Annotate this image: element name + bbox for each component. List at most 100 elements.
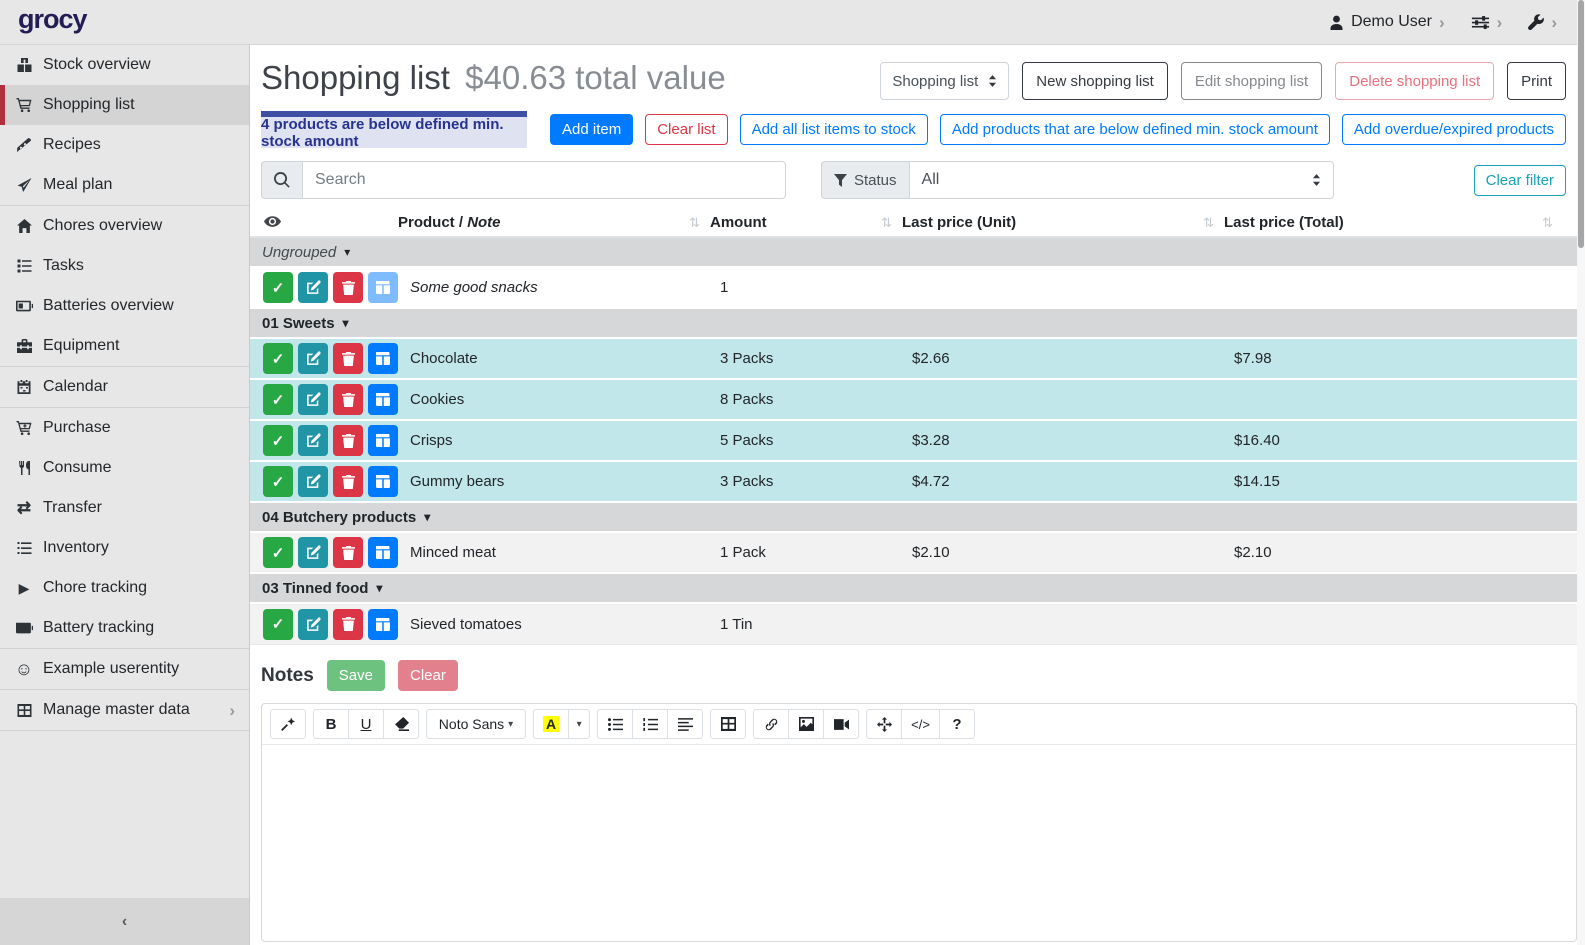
sidebar-item-purchase[interactable]: Purchase (0, 408, 249, 448)
sidebar-item-chores-overview[interactable]: Chores overview (0, 206, 249, 246)
group-header-butchery[interactable]: 04 Butchery products ▾ (250, 503, 1585, 533)
add-overdue-button[interactable]: Add overdue/expired products (1342, 114, 1566, 145)
sidebar-item-manage-master-data[interactable]: Manage master data › (0, 690, 249, 730)
add-to-stock-button[interactable] (368, 425, 398, 456)
group-header-sweets[interactable]: 01 Sweets ▾ (250, 309, 1585, 339)
shopping-list-select[interactable]: Shopping list (880, 62, 1009, 100)
ordered-list-button[interactable] (632, 709, 668, 739)
page-scrollbar[interactable] (1577, 0, 1585, 945)
sidebar-item-meal-plan[interactable]: Meal plan (0, 165, 249, 205)
group-header-tinned-food[interactable]: 03 Tinned food ▾ (250, 574, 1585, 604)
below-min-stock-banner: 4 products are below defined min. stock … (261, 111, 527, 148)
column-header-total-price[interactable]: Last price (Total) ⇅ (1224, 214, 1585, 231)
code-view-button[interactable]: </> (901, 709, 940, 739)
app-logo[interactable]: grocy (18, 4, 87, 41)
clear-notes-button[interactable]: Clear (398, 660, 458, 691)
table-insert-button[interactable] (710, 709, 746, 739)
sort-icon[interactable]: ⇅ (1542, 215, 1553, 231)
sidebar-item-inventory[interactable]: Inventory (0, 528, 249, 568)
add-below-min-stock-button[interactable]: Add products that are below defined min.… (940, 114, 1330, 145)
column-header-amount[interactable]: Amount ⇅ (710, 214, 902, 231)
sidebar-collapse-button[interactable]: ‹ (0, 898, 249, 945)
underline-button[interactable]: U (348, 709, 384, 739)
edit-item-button[interactable] (298, 425, 328, 456)
help-button[interactable]: ? (939, 709, 975, 739)
clear-list-button[interactable]: Clear list (645, 114, 727, 145)
scrollbar-thumb[interactable] (1578, 0, 1584, 248)
add-to-stock-button[interactable] (368, 384, 398, 415)
sidebar-item-batteries-overview[interactable]: Batteries overview (0, 286, 249, 326)
sort-icon[interactable]: ⇅ (1203, 215, 1214, 231)
delete-item-button[interactable] (333, 272, 363, 303)
delete-item-button[interactable] (333, 343, 363, 374)
sidebar-item-recipes[interactable]: Recipes (0, 125, 249, 165)
mark-done-button[interactable]: ✓ (263, 272, 293, 303)
delete-item-button[interactable] (333, 425, 363, 456)
group-header-ungrouped[interactable]: Ungrouped ▾ (250, 238, 1585, 268)
settings-menu[interactable]: › (1471, 14, 1503, 31)
sidebar-item-chore-tracking[interactable]: ▶ Chore tracking (0, 568, 249, 608)
save-notes-button[interactable]: Save (327, 660, 385, 691)
mark-done-button[interactable]: ✓ (263, 609, 293, 640)
sidebar-item-stock-overview[interactable]: Stock overview (0, 45, 249, 85)
image-button[interactable] (788, 709, 824, 739)
sidebar-item-label: Manage master data (43, 701, 190, 719)
delete-item-button[interactable] (333, 609, 363, 640)
add-to-stock-button[interactable] (368, 272, 398, 303)
paragraph-align-button[interactable] (667, 709, 703, 739)
new-shopping-list-button[interactable]: New shopping list (1022, 62, 1168, 100)
link-button[interactable] (753, 709, 789, 739)
mark-done-button[interactable]: ✓ (263, 466, 293, 497)
delete-item-button[interactable] (333, 466, 363, 497)
search-input[interactable] (302, 161, 786, 199)
sidebar-item-equipment[interactable]: Equipment (0, 326, 249, 366)
status-select[interactable]: All (909, 161, 1334, 199)
sort-icon[interactable]: ⇅ (689, 215, 700, 231)
notes-editor-textarea[interactable] (262, 745, 1576, 945)
user-menu[interactable]: Demo User › (1329, 13, 1445, 31)
sidebar-item-consume[interactable]: Consume (0, 448, 249, 488)
add-to-stock-button[interactable] (368, 466, 398, 497)
unordered-list-button[interactable] (597, 709, 633, 739)
sidebar-item-transfer[interactable]: ⇄ Transfer (0, 488, 249, 528)
eraser-icon[interactable] (383, 709, 419, 739)
edit-item-button[interactable] (298, 272, 328, 303)
sidebar-item-battery-tracking[interactable]: Battery tracking (0, 608, 249, 648)
delete-item-button[interactable] (333, 537, 363, 568)
edit-item-button[interactable] (298, 343, 328, 374)
fullscreen-button[interactable] (866, 709, 902, 739)
print-button[interactable]: Print (1507, 62, 1566, 100)
bold-button[interactable]: B (313, 709, 349, 739)
add-to-stock-button[interactable] (368, 343, 398, 374)
clear-filter-button[interactable]: Clear filter (1474, 165, 1566, 196)
add-item-button[interactable]: Add item (550, 114, 633, 145)
edit-item-button[interactable] (298, 537, 328, 568)
edit-item-button[interactable] (298, 384, 328, 415)
admin-menu[interactable]: › (1528, 14, 1557, 31)
video-button[interactable] (823, 709, 859, 739)
sidebar-item-example-userentity[interactable]: ☺ Example userentity (0, 649, 249, 689)
delete-item-button[interactable] (333, 384, 363, 415)
sidebar-item-shopping-list[interactable]: Shopping list (0, 85, 249, 125)
column-header-product[interactable]: Product / Note ⇅ (398, 214, 710, 231)
mark-done-button[interactable]: ✓ (263, 343, 293, 374)
sidebar-item-calendar[interactable]: Calendar (0, 367, 249, 407)
column-header-unit-price[interactable]: Last price (Unit) ⇅ (902, 214, 1224, 231)
edit-item-button[interactable] (298, 609, 328, 640)
edit-shopping-list-button[interactable]: Edit shopping list (1181, 62, 1322, 100)
sort-icon[interactable]: ⇅ (881, 215, 892, 231)
sidebar-item-tasks[interactable]: Tasks (0, 246, 249, 286)
font-family-select[interactable]: Noto Sans ▾ (426, 709, 526, 739)
add-all-to-stock-button[interactable]: Add all list items to stock (740, 114, 928, 145)
add-to-stock-button[interactable] (368, 537, 398, 568)
mark-done-button[interactable]: ✓ (263, 384, 293, 415)
delete-shopping-list-button[interactable]: Delete shopping list (1335, 62, 1494, 100)
font-color-button[interactable]: A (533, 709, 569, 739)
add-to-stock-button[interactable] (368, 609, 398, 640)
mark-done-button[interactable]: ✓ (263, 425, 293, 456)
mark-done-button[interactable]: ✓ (263, 537, 293, 568)
toggle-done-items-eye-icon[interactable] (264, 214, 281, 231)
magic-style-button[interactable] (270, 709, 306, 739)
edit-item-button[interactable] (298, 466, 328, 497)
font-color-caret-button[interactable]: ▾ (568, 709, 590, 739)
